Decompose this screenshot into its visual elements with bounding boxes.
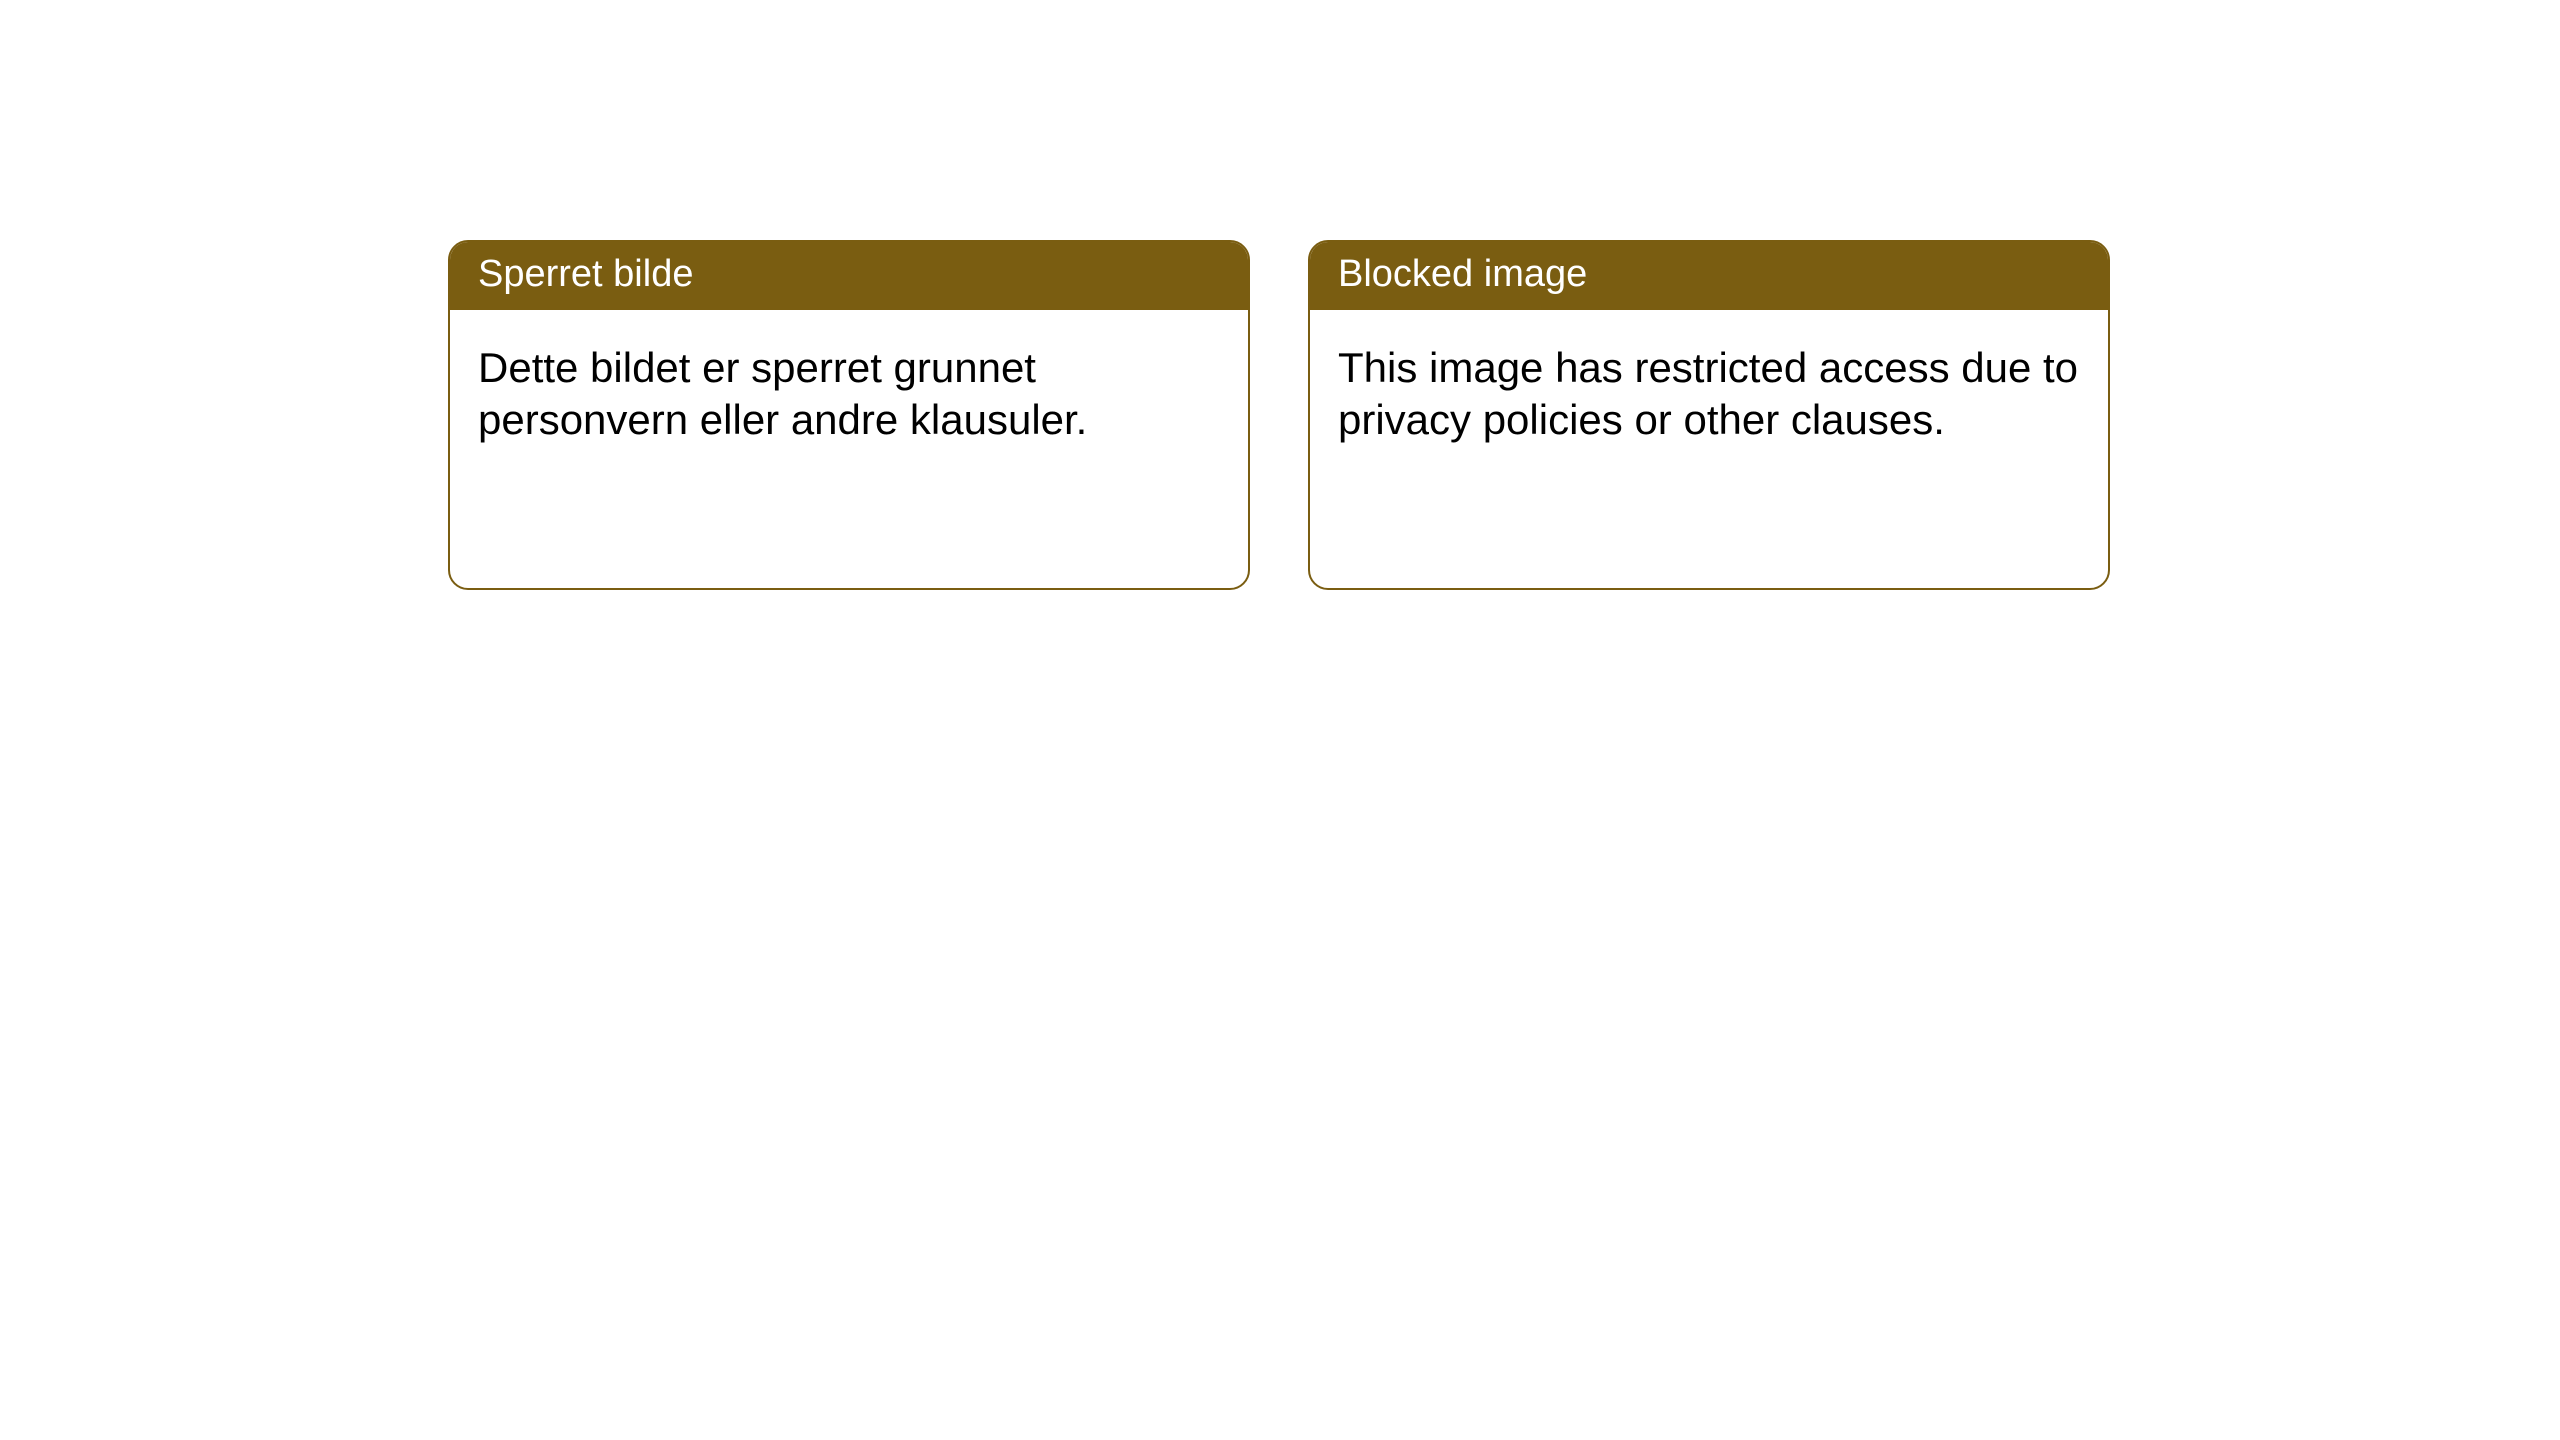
- notice-container: Sperret bilde Dette bildet er sperret gr…: [448, 240, 2110, 590]
- notice-card-english: Blocked image This image has restricted …: [1308, 240, 2110, 590]
- notice-header: Sperret bilde: [450, 242, 1248, 310]
- notice-header: Blocked image: [1310, 242, 2108, 310]
- notice-body: Dette bildet er sperret grunnet personve…: [450, 310, 1248, 588]
- notice-card-norwegian: Sperret bilde Dette bildet er sperret gr…: [448, 240, 1250, 590]
- notice-body: This image has restricted access due to …: [1310, 310, 2108, 588]
